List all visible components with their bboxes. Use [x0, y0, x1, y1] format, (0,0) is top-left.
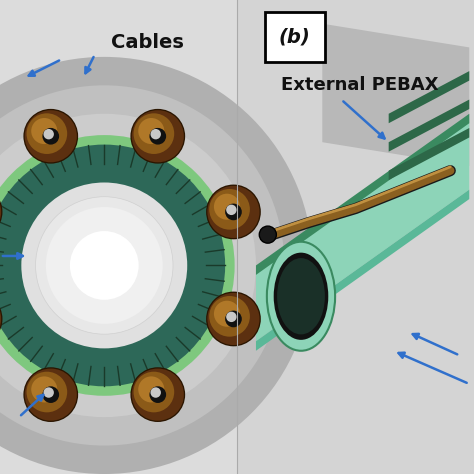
Circle shape: [0, 184, 2, 239]
Circle shape: [259, 226, 276, 243]
Text: (b): (b): [279, 27, 310, 46]
Polygon shape: [256, 118, 469, 341]
Circle shape: [23, 109, 78, 164]
Circle shape: [138, 118, 164, 144]
Circle shape: [209, 296, 250, 337]
Polygon shape: [256, 190, 469, 351]
Polygon shape: [389, 100, 469, 152]
Circle shape: [138, 376, 164, 402]
Circle shape: [0, 186, 1, 238]
Circle shape: [0, 114, 256, 417]
Wedge shape: [0, 135, 235, 396]
Circle shape: [225, 204, 242, 220]
Bar: [0, 0, 237, 474]
Wedge shape: [0, 145, 225, 386]
Circle shape: [149, 128, 166, 145]
Circle shape: [130, 109, 185, 164]
Circle shape: [27, 113, 67, 154]
Circle shape: [150, 129, 161, 139]
Circle shape: [70, 231, 138, 300]
Circle shape: [226, 205, 237, 215]
Circle shape: [23, 367, 78, 422]
Circle shape: [209, 189, 250, 230]
Circle shape: [226, 311, 237, 322]
Circle shape: [0, 293, 1, 345]
Circle shape: [31, 118, 57, 144]
Bar: [237, 0, 474, 474]
Ellipse shape: [277, 258, 325, 335]
Circle shape: [206, 292, 261, 346]
Circle shape: [149, 386, 166, 403]
Polygon shape: [389, 128, 469, 180]
Circle shape: [134, 372, 174, 412]
Circle shape: [43, 128, 59, 145]
Circle shape: [0, 292, 2, 346]
Circle shape: [44, 129, 54, 139]
Circle shape: [214, 301, 240, 327]
Circle shape: [46, 207, 163, 324]
Circle shape: [27, 372, 67, 412]
Circle shape: [0, 142, 228, 389]
Circle shape: [25, 110, 77, 162]
Circle shape: [134, 113, 174, 154]
Circle shape: [0, 85, 284, 446]
Polygon shape: [256, 114, 469, 275]
Circle shape: [225, 310, 242, 327]
Polygon shape: [389, 71, 469, 123]
Circle shape: [43, 386, 59, 403]
Circle shape: [0, 57, 313, 474]
Polygon shape: [322, 24, 469, 166]
Circle shape: [36, 197, 173, 334]
Bar: [237, 0, 474, 474]
Circle shape: [130, 367, 185, 422]
Circle shape: [132, 110, 184, 162]
Circle shape: [132, 369, 184, 421]
Text: Cables: Cables: [110, 33, 183, 52]
Circle shape: [31, 376, 57, 402]
Circle shape: [25, 369, 77, 421]
Text: External PEBAX: External PEBAX: [282, 76, 439, 94]
Ellipse shape: [267, 242, 335, 351]
Circle shape: [208, 293, 260, 345]
Circle shape: [208, 186, 260, 238]
Circle shape: [44, 387, 54, 398]
Ellipse shape: [273, 253, 328, 340]
Circle shape: [150, 387, 161, 398]
Circle shape: [206, 184, 261, 239]
Circle shape: [214, 194, 240, 220]
FancyBboxPatch shape: [265, 12, 325, 62]
